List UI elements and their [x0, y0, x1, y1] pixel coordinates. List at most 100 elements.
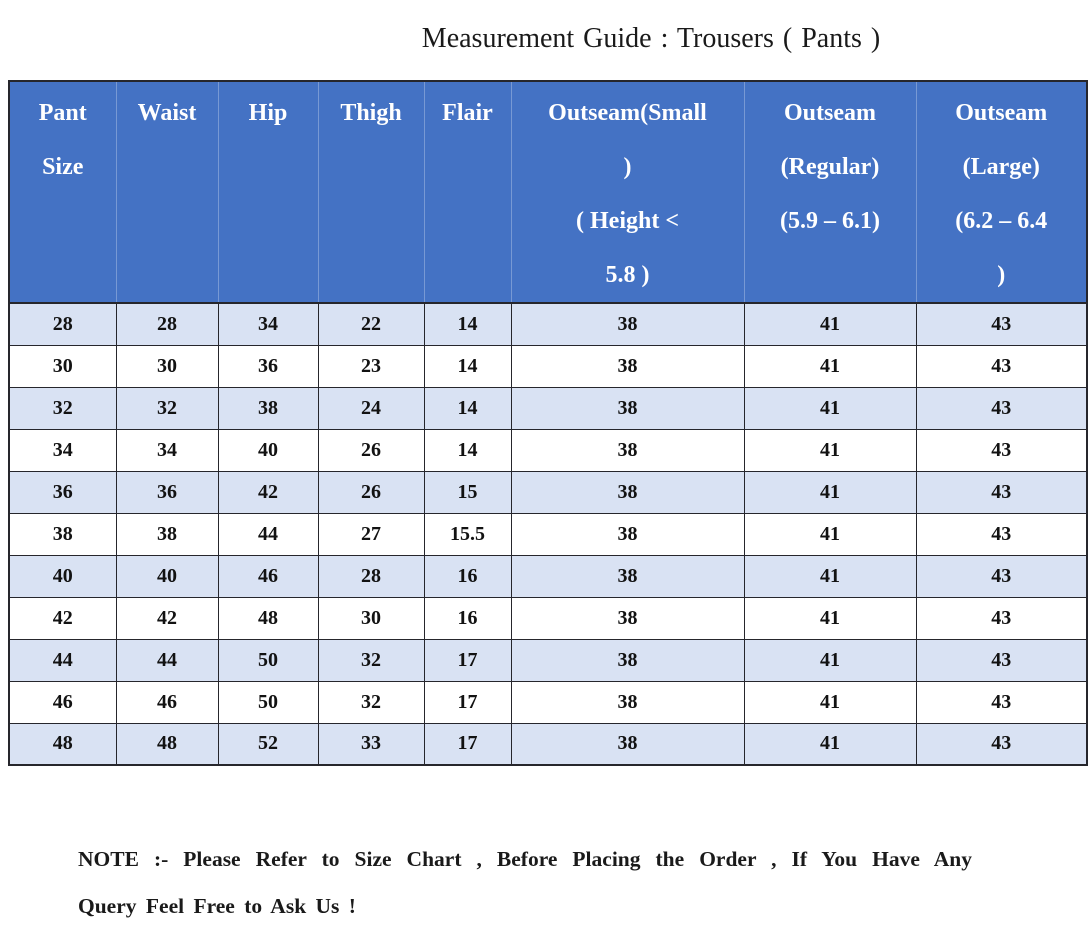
table-row: 28 28 34 22 14 38 41 43 — [8, 302, 1088, 346]
table-cell: 38 — [115, 512, 219, 556]
table-cell: 50 — [217, 680, 319, 724]
table-cell: 28 — [317, 554, 425, 598]
table-cell: 52 — [217, 722, 319, 766]
column-header: Outseam(Small)( Height <5.8 ) — [510, 81, 744, 304]
table-cell: 14 — [423, 386, 512, 430]
table-cell: 41 — [743, 428, 917, 472]
measurement-table: Pant Size Waist Hip Thigh Flair Outseam(Small)… — [8, 80, 1088, 766]
table-row: 42 42 48 30 16 38 41 43 — [8, 596, 1088, 640]
table-cell: 41 — [743, 470, 917, 514]
table-cell: 34 — [8, 428, 117, 472]
column-header: Outseam (Regular) (5.9 – 6.1) — [743, 81, 916, 304]
table-cell: 24 — [317, 386, 425, 430]
table-cell: 14 — [423, 302, 512, 346]
table-cell: 30 — [8, 344, 117, 388]
table-cell: 32 — [317, 638, 425, 682]
table-cell: 43 — [915, 554, 1088, 598]
table-cell: 41 — [743, 554, 917, 598]
table-cell: 22 — [317, 302, 425, 346]
table-cell: 15.5 — [423, 512, 512, 556]
table-cell: 26 — [317, 428, 425, 472]
table-cell: 46 — [217, 554, 319, 598]
table-row: 38 38 44 27 15.5 38 41 43 — [8, 512, 1088, 556]
table-cell: 46 — [115, 680, 219, 724]
table-row: 32 32 38 24 14 38 41 43 — [8, 386, 1088, 430]
table-cell: 23 — [317, 344, 425, 388]
table-row: 34 34 40 26 14 38 41 43 — [8, 428, 1088, 472]
table-body: 28 28 34 22 14 38 41 43 30 30 36 23 14 38 41 43 32 32 38 24… — [8, 302, 1088, 766]
table-cell: 43 — [915, 512, 1088, 556]
table-cell: 50 — [217, 638, 319, 682]
page-title: Measurement Guide : Trousers ( Pants ) — [421, 23, 881, 54]
table-cell: 38 — [8, 512, 117, 556]
table-cell: 28 — [115, 302, 219, 346]
table-cell: 36 — [115, 470, 219, 514]
table-cell: 41 — [743, 638, 917, 682]
table-cell: 38 — [510, 680, 745, 724]
table-cell: 26 — [317, 470, 425, 514]
table-cell: 38 — [510, 596, 745, 640]
table-cell: 32 — [317, 680, 425, 724]
table-cell: 27 — [317, 512, 425, 556]
table-cell: 41 — [743, 302, 917, 346]
table-cell: 48 — [217, 596, 319, 640]
column-header: Outseam (Large) (6.2 – 6.4) — [915, 81, 1087, 304]
table-cell: 43 — [915, 596, 1088, 640]
column-header: Hip — [217, 81, 318, 304]
table-cell: 38 — [217, 386, 319, 430]
table-cell: 38 — [510, 638, 745, 682]
table-cell: 43 — [915, 680, 1088, 724]
table-cell: 43 — [915, 386, 1088, 430]
table-cell: 16 — [423, 554, 512, 598]
table-row: 44 44 50 32 17 38 41 43 — [8, 638, 1088, 682]
table-cell: 36 — [8, 470, 117, 514]
table-cell: 41 — [743, 722, 917, 766]
table-cell: 43 — [915, 638, 1088, 682]
table-cell: 38 — [510, 554, 745, 598]
table-cell: 40 — [217, 428, 319, 472]
table-row: 30 30 36 23 14 38 41 43 — [8, 344, 1088, 388]
table-cell: 44 — [217, 512, 319, 556]
table-row: 36 36 42 26 15 38 41 43 — [8, 470, 1088, 514]
column-header: Waist — [115, 81, 218, 304]
table-cell: 38 — [510, 512, 745, 556]
table-cell: 46 — [8, 680, 117, 724]
table-row: 46 46 50 32 17 38 41 43 — [8, 680, 1088, 724]
table-cell: 33 — [317, 722, 425, 766]
column-header: Flair — [423, 81, 511, 304]
column-header: Thigh — [317, 81, 424, 304]
table-row: 48 48 52 33 17 38 41 43 — [8, 722, 1088, 766]
table-cell: 40 — [115, 554, 219, 598]
table-cell: 42 — [8, 596, 117, 640]
table-cell: 41 — [743, 512, 917, 556]
table-cell: 17 — [423, 680, 512, 724]
table-cell: 38 — [510, 722, 745, 766]
table-cell: 43 — [915, 428, 1088, 472]
table-row: 40 40 46 28 16 38 41 43 — [8, 554, 1088, 598]
table-cell: 15 — [423, 470, 512, 514]
table-cell: 44 — [115, 638, 219, 682]
note: NOTE :- Please Refer to Size Chart , Bef… — [78, 836, 972, 930]
table-cell: 30 — [115, 344, 219, 388]
table-cell: 38 — [510, 428, 745, 472]
table-cell: 30 — [317, 596, 425, 640]
table-cell: 32 — [115, 386, 219, 430]
table-cell: 48 — [8, 722, 117, 766]
table-cell: 32 — [8, 386, 117, 430]
table-cell: 42 — [217, 470, 319, 514]
table-cell: 14 — [423, 428, 512, 472]
note-line-1: NOTE :- Please Refer to Size Chart , Bef… — [78, 847, 972, 871]
table-cell: 43 — [915, 344, 1088, 388]
table-header: Pant Size Waist Hip Thigh Flair Outseam(Small)… — [9, 81, 1087, 304]
table-cell: 43 — [915, 722, 1088, 766]
column-header: Pant Size — [9, 81, 116, 304]
table-cell: 41 — [743, 596, 917, 640]
table-cell: 41 — [743, 386, 917, 430]
table-cell: 42 — [115, 596, 219, 640]
table-cell: 44 — [8, 638, 117, 682]
table-cell: 34 — [217, 302, 319, 346]
table-cell: 43 — [915, 470, 1088, 514]
note-line-2: Query Feel Free to Ask Us ! — [78, 894, 356, 918]
table-cell: 17 — [423, 638, 512, 682]
table-cell: 17 — [423, 722, 512, 766]
